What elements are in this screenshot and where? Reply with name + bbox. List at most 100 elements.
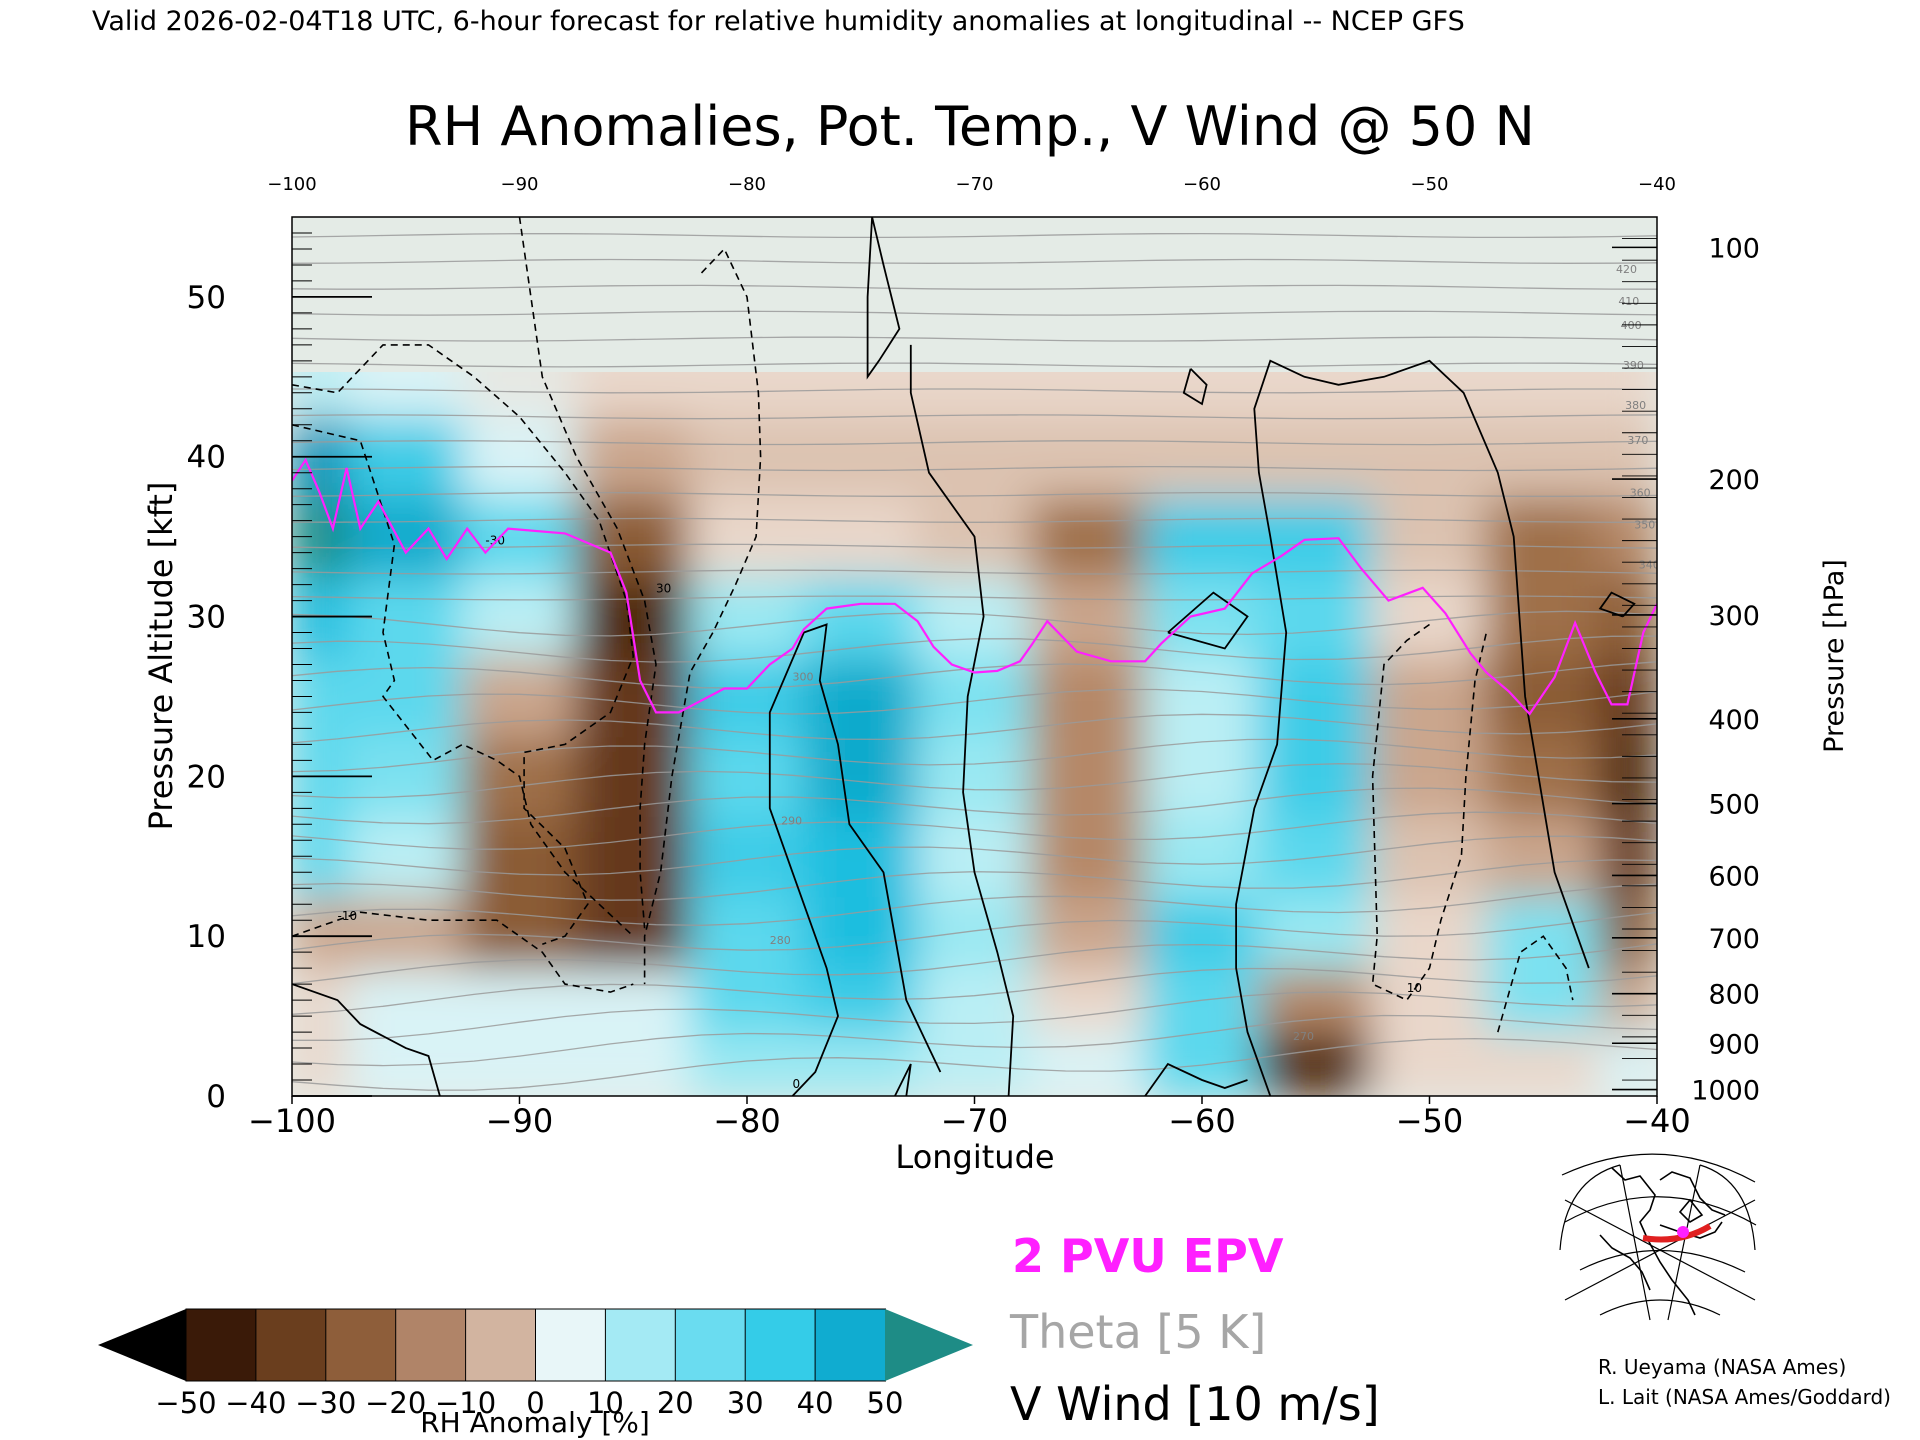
heatmap-cell bbox=[1257, 655, 1374, 738]
heatmap-cell bbox=[1371, 735, 1488, 818]
theta-contour-label: 410 bbox=[1618, 295, 1639, 308]
heatmap-cell bbox=[1257, 815, 1374, 898]
polar-projection-map-icon bbox=[1558, 1153, 1758, 1321]
pressure-tick-label: 1000 bbox=[1691, 1076, 1760, 1107]
pressure-tick-label: 200 bbox=[1708, 465, 1760, 496]
heatmap-cell bbox=[1030, 495, 1147, 578]
v-wind-zero-contour bbox=[909, 344, 1015, 1096]
heatmap-cell bbox=[689, 575, 805, 658]
theta-contour-line bbox=[292, 738, 1657, 773]
heatmap-cell bbox=[575, 495, 692, 578]
v-wind-zero-contour bbox=[768, 623, 942, 1096]
theta-contour-line bbox=[292, 440, 1657, 446]
colorbar-bands bbox=[185, 1308, 886, 1382]
theta-contour-line bbox=[292, 787, 1657, 825]
v-wind-contour-label: 30 bbox=[656, 582, 671, 596]
theta-contour-line bbox=[292, 835, 1657, 876]
theta-contour-line bbox=[292, 610, 1657, 637]
heatmap-cell bbox=[1599, 415, 1657, 498]
x-top-tick-label: −100 bbox=[267, 174, 316, 195]
epv-2pvu-path bbox=[292, 457, 1657, 716]
theta-contour-label: 270 bbox=[1293, 1030, 1314, 1043]
theta-contour-label: 350 bbox=[1634, 519, 1655, 532]
heatmap-cell bbox=[1485, 815, 1602, 898]
stratosphere-band bbox=[292, 217, 1657, 372]
theta-contour-label: 280 bbox=[770, 934, 791, 947]
heatmap-cell bbox=[1485, 575, 1602, 658]
theta-contour-line bbox=[292, 943, 1657, 985]
v-wind-zero-contour bbox=[866, 217, 901, 380]
heatmap-cell bbox=[347, 495, 464, 578]
heatmap-cell bbox=[1599, 735, 1657, 818]
colorbar-tick-label: 40 bbox=[797, 1386, 834, 1420]
heatmap-cell bbox=[689, 895, 805, 970]
location-marker bbox=[1677, 1226, 1689, 1238]
v-wind-dashed-contour bbox=[292, 344, 635, 945]
heatmap-cell bbox=[1144, 575, 1260, 658]
heatmap-cell bbox=[1599, 1031, 1657, 1096]
colorbar-tick-label: 30 bbox=[727, 1386, 764, 1420]
theta-contour-line bbox=[292, 543, 1657, 549]
theta-contour-line bbox=[292, 517, 1657, 523]
v-wind-dashed-contour bbox=[1497, 935, 1574, 1033]
colorbar-band bbox=[255, 1308, 327, 1382]
heatmap-cell bbox=[1485, 495, 1602, 578]
heatmap-cell bbox=[802, 655, 919, 738]
heatmap-cell bbox=[689, 415, 805, 498]
v-wind-zero-contour bbox=[1167, 591, 1249, 650]
v-wind-zero-contour bbox=[292, 983, 441, 1096]
heatmap-cell bbox=[916, 415, 1033, 498]
colorbar-band bbox=[465, 1308, 537, 1382]
pressure-tick-label: 900 bbox=[1708, 1029, 1760, 1060]
colorbar-tick-label: 20 bbox=[657, 1386, 694, 1420]
y-tick-label: 20 bbox=[187, 759, 226, 795]
theta-contour-line bbox=[292, 967, 1657, 1015]
v-wind-zero-contour bbox=[1235, 359, 1590, 1096]
heatmap-cell bbox=[575, 415, 692, 498]
y-tick-label: 0 bbox=[206, 1079, 226, 1115]
heatmap-cell bbox=[1257, 1031, 1374, 1096]
heatmap-cell bbox=[1030, 815, 1147, 898]
theta-contour-line bbox=[292, 258, 1657, 264]
theta-contour-line bbox=[292, 991, 1657, 1041]
colorbar-band bbox=[604, 1308, 677, 1382]
heatmap-cell bbox=[1485, 895, 1602, 970]
heatmap-cell bbox=[802, 495, 919, 578]
heatmap-cell bbox=[575, 967, 692, 1034]
colorbar-band bbox=[185, 1308, 257, 1382]
v-wind-contour-label: -10 bbox=[338, 909, 358, 923]
heatmap-cell bbox=[1485, 655, 1602, 738]
x-axis-bottom: −100 −90 −80 −70 −60 −50 −40 bbox=[248, 1096, 1691, 1140]
heatmap-cell bbox=[1371, 1031, 1488, 1096]
y-tick-label: 10 bbox=[187, 919, 226, 955]
y-axis-right: 100 200 300 400 500 600 700 800 900 1000 bbox=[1612, 233, 1760, 1107]
x-tick-label: −60 bbox=[1168, 1102, 1236, 1140]
pressure-tick-label: 700 bbox=[1708, 924, 1760, 955]
legend-theta: Theta [5 K] bbox=[1009, 1305, 1266, 1359]
epv-2pvu-line bbox=[292, 457, 1657, 716]
theta-contour-line bbox=[292, 569, 1657, 575]
heatmap-cell bbox=[802, 815, 919, 898]
colorbar: −50 −40 −30 −20 −10 0 10 20 30 40 50 RH Anomaly [%… bbox=[98, 1308, 973, 1439]
v-wind-dashed-contour bbox=[643, 247, 762, 985]
theta-contour-label: 390 bbox=[1623, 359, 1644, 372]
theta-contour-line bbox=[292, 465, 1657, 472]
heatmap-cell bbox=[1257, 495, 1374, 578]
heatmap-cell bbox=[575, 815, 692, 898]
heatmap-cell bbox=[461, 575, 578, 658]
heatmap-cell bbox=[1257, 575, 1374, 658]
theta-contour-line bbox=[292, 232, 1657, 239]
heatmap-cell bbox=[292, 895, 350, 970]
colorbar-tick-label: 10 bbox=[587, 1386, 624, 1420]
heatmap-cell bbox=[802, 967, 919, 1034]
heatmap-cell bbox=[1485, 1031, 1602, 1096]
v-wind-contour-label: 0 bbox=[793, 1077, 801, 1091]
legend-epv: 2 PVU EPV bbox=[1012, 1229, 1284, 1283]
x-top-tick-label: −60 bbox=[1183, 174, 1221, 195]
heatmap-cell bbox=[1030, 655, 1147, 738]
pressure-tick-label: 500 bbox=[1708, 790, 1760, 821]
x-top-tick-label: −90 bbox=[501, 174, 539, 195]
heatmap-cell bbox=[1144, 735, 1260, 818]
v-wind-zero-contour bbox=[894, 1063, 912, 1096]
